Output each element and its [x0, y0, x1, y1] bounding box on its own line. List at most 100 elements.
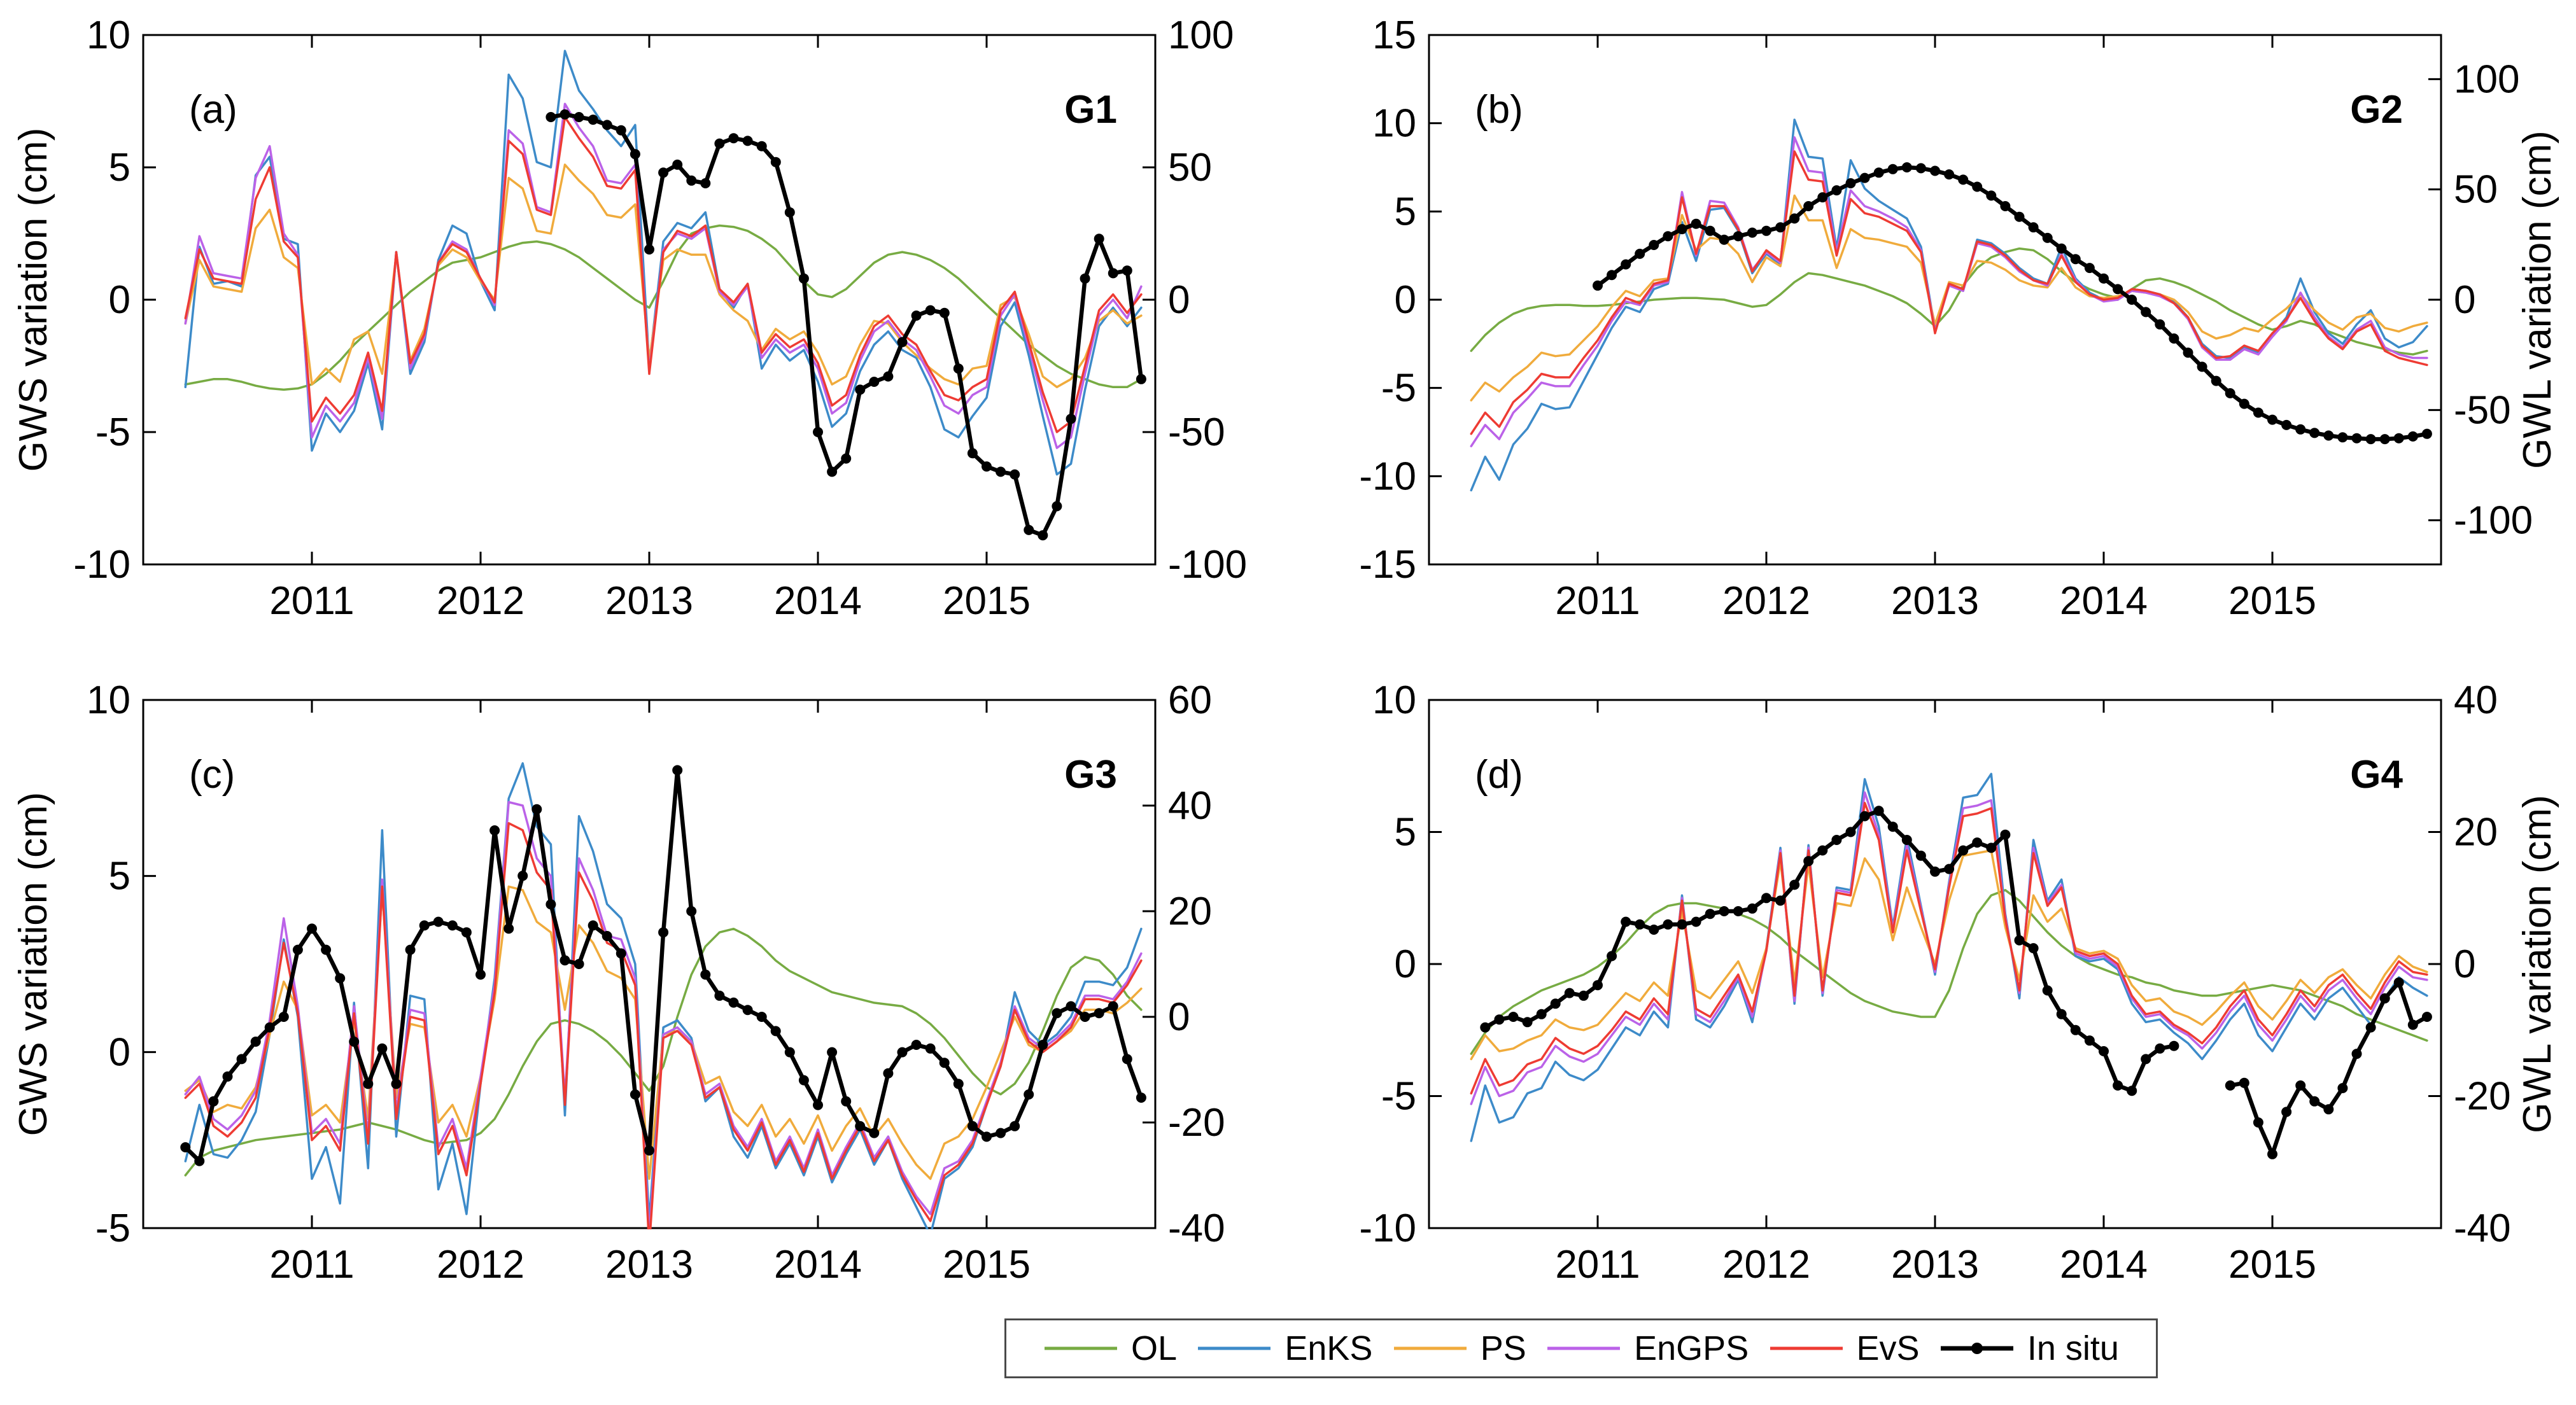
data-point-marker — [1775, 222, 1786, 233]
data-point-marker — [2042, 232, 2053, 243]
data-point-marker — [1094, 1008, 1104, 1019]
series-line-engps — [184, 102, 1143, 449]
data-point-marker — [560, 955, 570, 966]
data-point-marker — [2014, 935, 2025, 946]
x-tick-label: 2015 — [2228, 579, 2316, 623]
series-line-evs — [184, 821, 1143, 1229]
panel-b: 2011 2012 2013 2014 2015151050-5-10-15100500… — [1359, 13, 2559, 623]
data-point-marker — [517, 870, 528, 881]
data-point-marker — [1010, 1121, 1020, 1131]
data-point-marker — [588, 920, 598, 931]
data-point-marker — [489, 825, 500, 835]
series-line-engps — [184, 800, 1143, 1229]
left-tick-label: -5 — [95, 410, 130, 454]
data-point-marker — [2113, 1080, 2123, 1091]
data-point-marker — [2099, 1046, 2109, 1056]
data-point-marker — [2169, 333, 2179, 344]
data-point-marker — [1677, 919, 1687, 930]
data-point-marker — [939, 1058, 950, 1068]
data-point-marker — [560, 109, 570, 120]
data-point-marker — [2393, 433, 2404, 444]
left-tick-label: -15 — [1359, 543, 1416, 587]
data-point-marker — [1873, 806, 1884, 816]
data-point-marker — [602, 120, 612, 130]
data-point-marker — [1817, 192, 1828, 203]
data-point-marker — [2337, 1083, 2348, 1093]
legend-item-evs: EvS — [1769, 1331, 1920, 1366]
right-tick-label: 0 — [2454, 942, 2475, 986]
data-point-marker — [194, 1156, 205, 1166]
data-point-marker — [433, 916, 444, 927]
data-point-marker — [2393, 977, 2404, 988]
data-point-marker — [1958, 845, 1969, 856]
data-point-marker — [278, 1012, 289, 1022]
data-point-marker — [1024, 524, 1034, 535]
data-point-marker — [1635, 248, 1645, 259]
data-point-marker — [742, 136, 753, 146]
series-line-evs — [1470, 150, 2428, 435]
data-point-marker — [1747, 227, 1757, 238]
data-point-marker — [700, 969, 711, 980]
data-point-marker — [1080, 1012, 1090, 1022]
data-point-marker — [700, 178, 711, 188]
data-point-marker — [756, 1012, 767, 1022]
data-point-marker — [461, 927, 472, 938]
data-point-marker — [897, 1047, 908, 1058]
data-point-marker — [2295, 1080, 2306, 1091]
right-tick-label: -50 — [2454, 388, 2511, 432]
data-point-marker — [869, 377, 880, 387]
data-point-marker — [925, 1043, 936, 1054]
data-point-marker — [1649, 925, 1659, 935]
x-tick-label: 2014 — [2060, 579, 2148, 623]
data-point-marker — [658, 167, 669, 178]
data-point-marker — [827, 1047, 838, 1058]
data-point-marker — [798, 1075, 809, 1086]
data-point-marker — [1677, 224, 1687, 235]
data-point-marker — [714, 990, 725, 1001]
data-point-marker — [1789, 213, 1800, 224]
legend-item-in-situ: In situ — [1939, 1331, 2119, 1366]
data-point-marker — [1873, 167, 1884, 178]
left-tick-label: -10 — [1359, 454, 1416, 498]
left-tick-label: 10 — [1372, 102, 1416, 146]
data-point-marker — [1550, 998, 1561, 1009]
left-tick-label: 5 — [109, 146, 130, 190]
data-point-marker — [1649, 240, 1659, 250]
data-point-marker — [869, 1128, 880, 1138]
data-point-marker — [1901, 835, 1912, 845]
data-point-marker — [588, 115, 598, 125]
panel-a: 2011 2012 2013 2014 20151050-5-10100500-50-1… — [11, 13, 1247, 623]
data-point-marker — [2070, 254, 2081, 265]
series-line-evs — [1470, 802, 2428, 1095]
data-point-marker — [307, 923, 317, 934]
data-point-marker — [2337, 432, 2348, 443]
right-tick-label: -40 — [2454, 1206, 2511, 1250]
data-point-marker — [897, 337, 908, 347]
data-point-marker — [1859, 172, 1870, 183]
data-point-marker — [967, 1121, 978, 1131]
series-line-in-situ — [549, 112, 1144, 538]
data-point-marker — [784, 207, 795, 218]
data-point-marker — [658, 927, 669, 938]
data-point-marker — [292, 944, 303, 955]
data-point-marker — [996, 466, 1006, 477]
data-point-marker — [2225, 1080, 2235, 1091]
data-point-marker — [2323, 1104, 2334, 1115]
data-point-marker — [813, 1100, 823, 1110]
data-point-marker — [2267, 414, 2277, 425]
right-tick-label: -50 — [1168, 410, 1225, 454]
data-point-marker — [2421, 1012, 2432, 1022]
data-point-marker — [349, 1037, 360, 1047]
data-point-marker — [2084, 263, 2095, 274]
data-point-marker — [363, 1079, 374, 1089]
legend-label: In situ — [2027, 1329, 2119, 1367]
data-point-marker — [2084, 1035, 2095, 1046]
data-point-marker — [602, 931, 612, 941]
data-point-marker — [545, 112, 556, 122]
series-line-in-situ — [1483, 809, 2176, 1093]
data-point-marker — [1635, 919, 1645, 930]
data-point-marker — [321, 944, 332, 955]
data-point-marker — [1901, 162, 1912, 172]
plot-border-b — [1428, 34, 2442, 566]
data-point-marker — [1663, 919, 1673, 930]
